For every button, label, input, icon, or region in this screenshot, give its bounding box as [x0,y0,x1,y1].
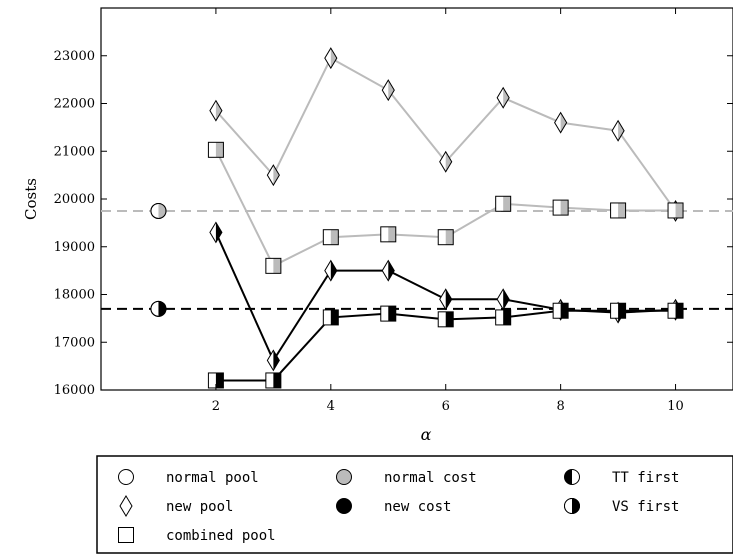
square-point [495,309,512,326]
square-icon [118,527,134,543]
square-point [610,202,627,219]
reference-point [150,300,167,317]
legend-label: normal cost [384,470,477,486]
square-point [495,195,512,212]
y-tick-label: 18000 [54,288,95,303]
legend-label: VS first [612,499,679,515]
diamond-point [496,86,510,109]
half-circle-right-black-icon [564,469,580,485]
square-point [380,226,397,243]
diamond-point [209,221,223,244]
diamond-point [324,47,338,70]
x-axis-label: α [421,425,432,444]
square-point [552,199,569,216]
y-tick-label: 19000 [54,240,95,255]
square-point [322,229,339,246]
square-point [610,302,627,319]
diamond-point [266,164,280,187]
square-point [552,302,569,319]
diamond-point [209,99,223,122]
legend-label: new cost [384,499,451,515]
diamond-point [324,259,338,282]
y-tick-label: 23000 [54,49,95,64]
y-tick-label: 22000 [54,97,95,112]
y-axis-label: Costs [22,178,40,220]
x-tick-label: 8 [556,399,564,414]
square-point [207,372,224,389]
legend-label: normal pool [166,470,259,486]
legend-label: new pool [166,499,233,515]
square-point [265,372,282,389]
diamond-point [554,111,568,134]
square-point [667,202,684,219]
y-tick-label: 20000 [54,192,95,207]
x-tick-label: 2 [212,399,220,414]
square-point [322,309,339,326]
square-point [667,302,684,319]
square-point [265,257,282,274]
square-point [437,229,454,246]
square-point [380,305,397,322]
square-point [207,141,224,158]
diamond-point [439,150,453,173]
series-line [215,56,677,212]
diamond-icon [119,495,133,517]
diamond-point [439,288,453,311]
legend-box [96,455,733,554]
diamond-point [266,349,280,372]
x-tick-label: 4 [327,399,335,414]
y-tick-label: 21000 [54,144,95,159]
legend-label: combined pool [166,528,276,544]
square-point [437,311,454,328]
diamond-point [496,288,510,311]
open-circle-icon [118,469,134,485]
plot-frame [100,7,733,391]
y-tick-label: 16000 [54,383,95,398]
legend-label: TT first [612,470,679,486]
legend: normal pool normal cost TT first new pool ne… [96,455,733,554]
x-tick-label: 10 [667,399,684,414]
diamond-point [381,259,395,282]
reference-point [150,202,167,219]
gray-circle-icon [336,469,352,485]
half-circle-right-open-icon [564,498,580,514]
diamond-point [611,119,625,142]
diamond-point [381,79,395,102]
black-circle-icon [336,498,352,514]
x-tick-label: 6 [442,399,450,414]
y-tick-label: 17000 [54,335,95,350]
